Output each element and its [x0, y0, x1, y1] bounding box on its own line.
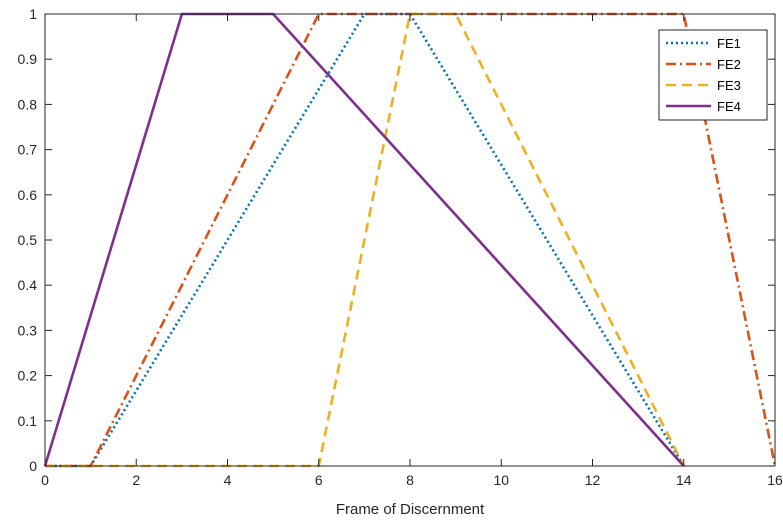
y-tick-label: 0.6	[18, 187, 38, 203]
y-tick-label: 0.4	[18, 277, 38, 293]
y-tick-label: 0.7	[18, 142, 38, 158]
x-tick-label: 0	[41, 472, 49, 488]
x-tick-label: 12	[585, 472, 601, 488]
y-tick-label: 0.5	[18, 232, 38, 248]
x-tick-label: 14	[676, 472, 692, 488]
x-tick-label: 6	[315, 472, 323, 488]
legend: FE1 FE2 FE3 FE4	[658, 29, 768, 121]
axes-layer: 0 2 4 6 8 10 12 14 16 0 0.1 0.2 0.3 0.4 0.5 0.6 0.7 0.8 0.…	[18, 6, 783, 488]
y-tick-label: 0.8	[18, 96, 38, 112]
plot-area	[45, 14, 775, 466]
y-tick-label: 0.3	[18, 322, 38, 338]
y-tick-label: 0.9	[18, 51, 38, 67]
plot-background	[45, 14, 775, 466]
x-tick-label: 10	[493, 472, 509, 488]
legend-label-fe1: FE1	[717, 36, 741, 51]
legend-label-fe2: FE2	[717, 57, 741, 72]
y-tick-label: 0.2	[18, 368, 38, 384]
y-tick-label: 1	[29, 6, 37, 22]
y-tick-label: 0	[29, 458, 37, 474]
x-tick-label: 4	[224, 472, 232, 488]
legend-label-fe3: FE3	[717, 78, 741, 93]
x-tick-label: 8	[406, 472, 414, 488]
x-tick-label: 16	[767, 472, 783, 488]
x-tick-label: 2	[132, 472, 140, 488]
legend-label-fe4: FE4	[717, 99, 741, 114]
x-axis-title: Frame of Discernment	[336, 501, 485, 518]
y-tick-label: 0.1	[18, 413, 38, 429]
